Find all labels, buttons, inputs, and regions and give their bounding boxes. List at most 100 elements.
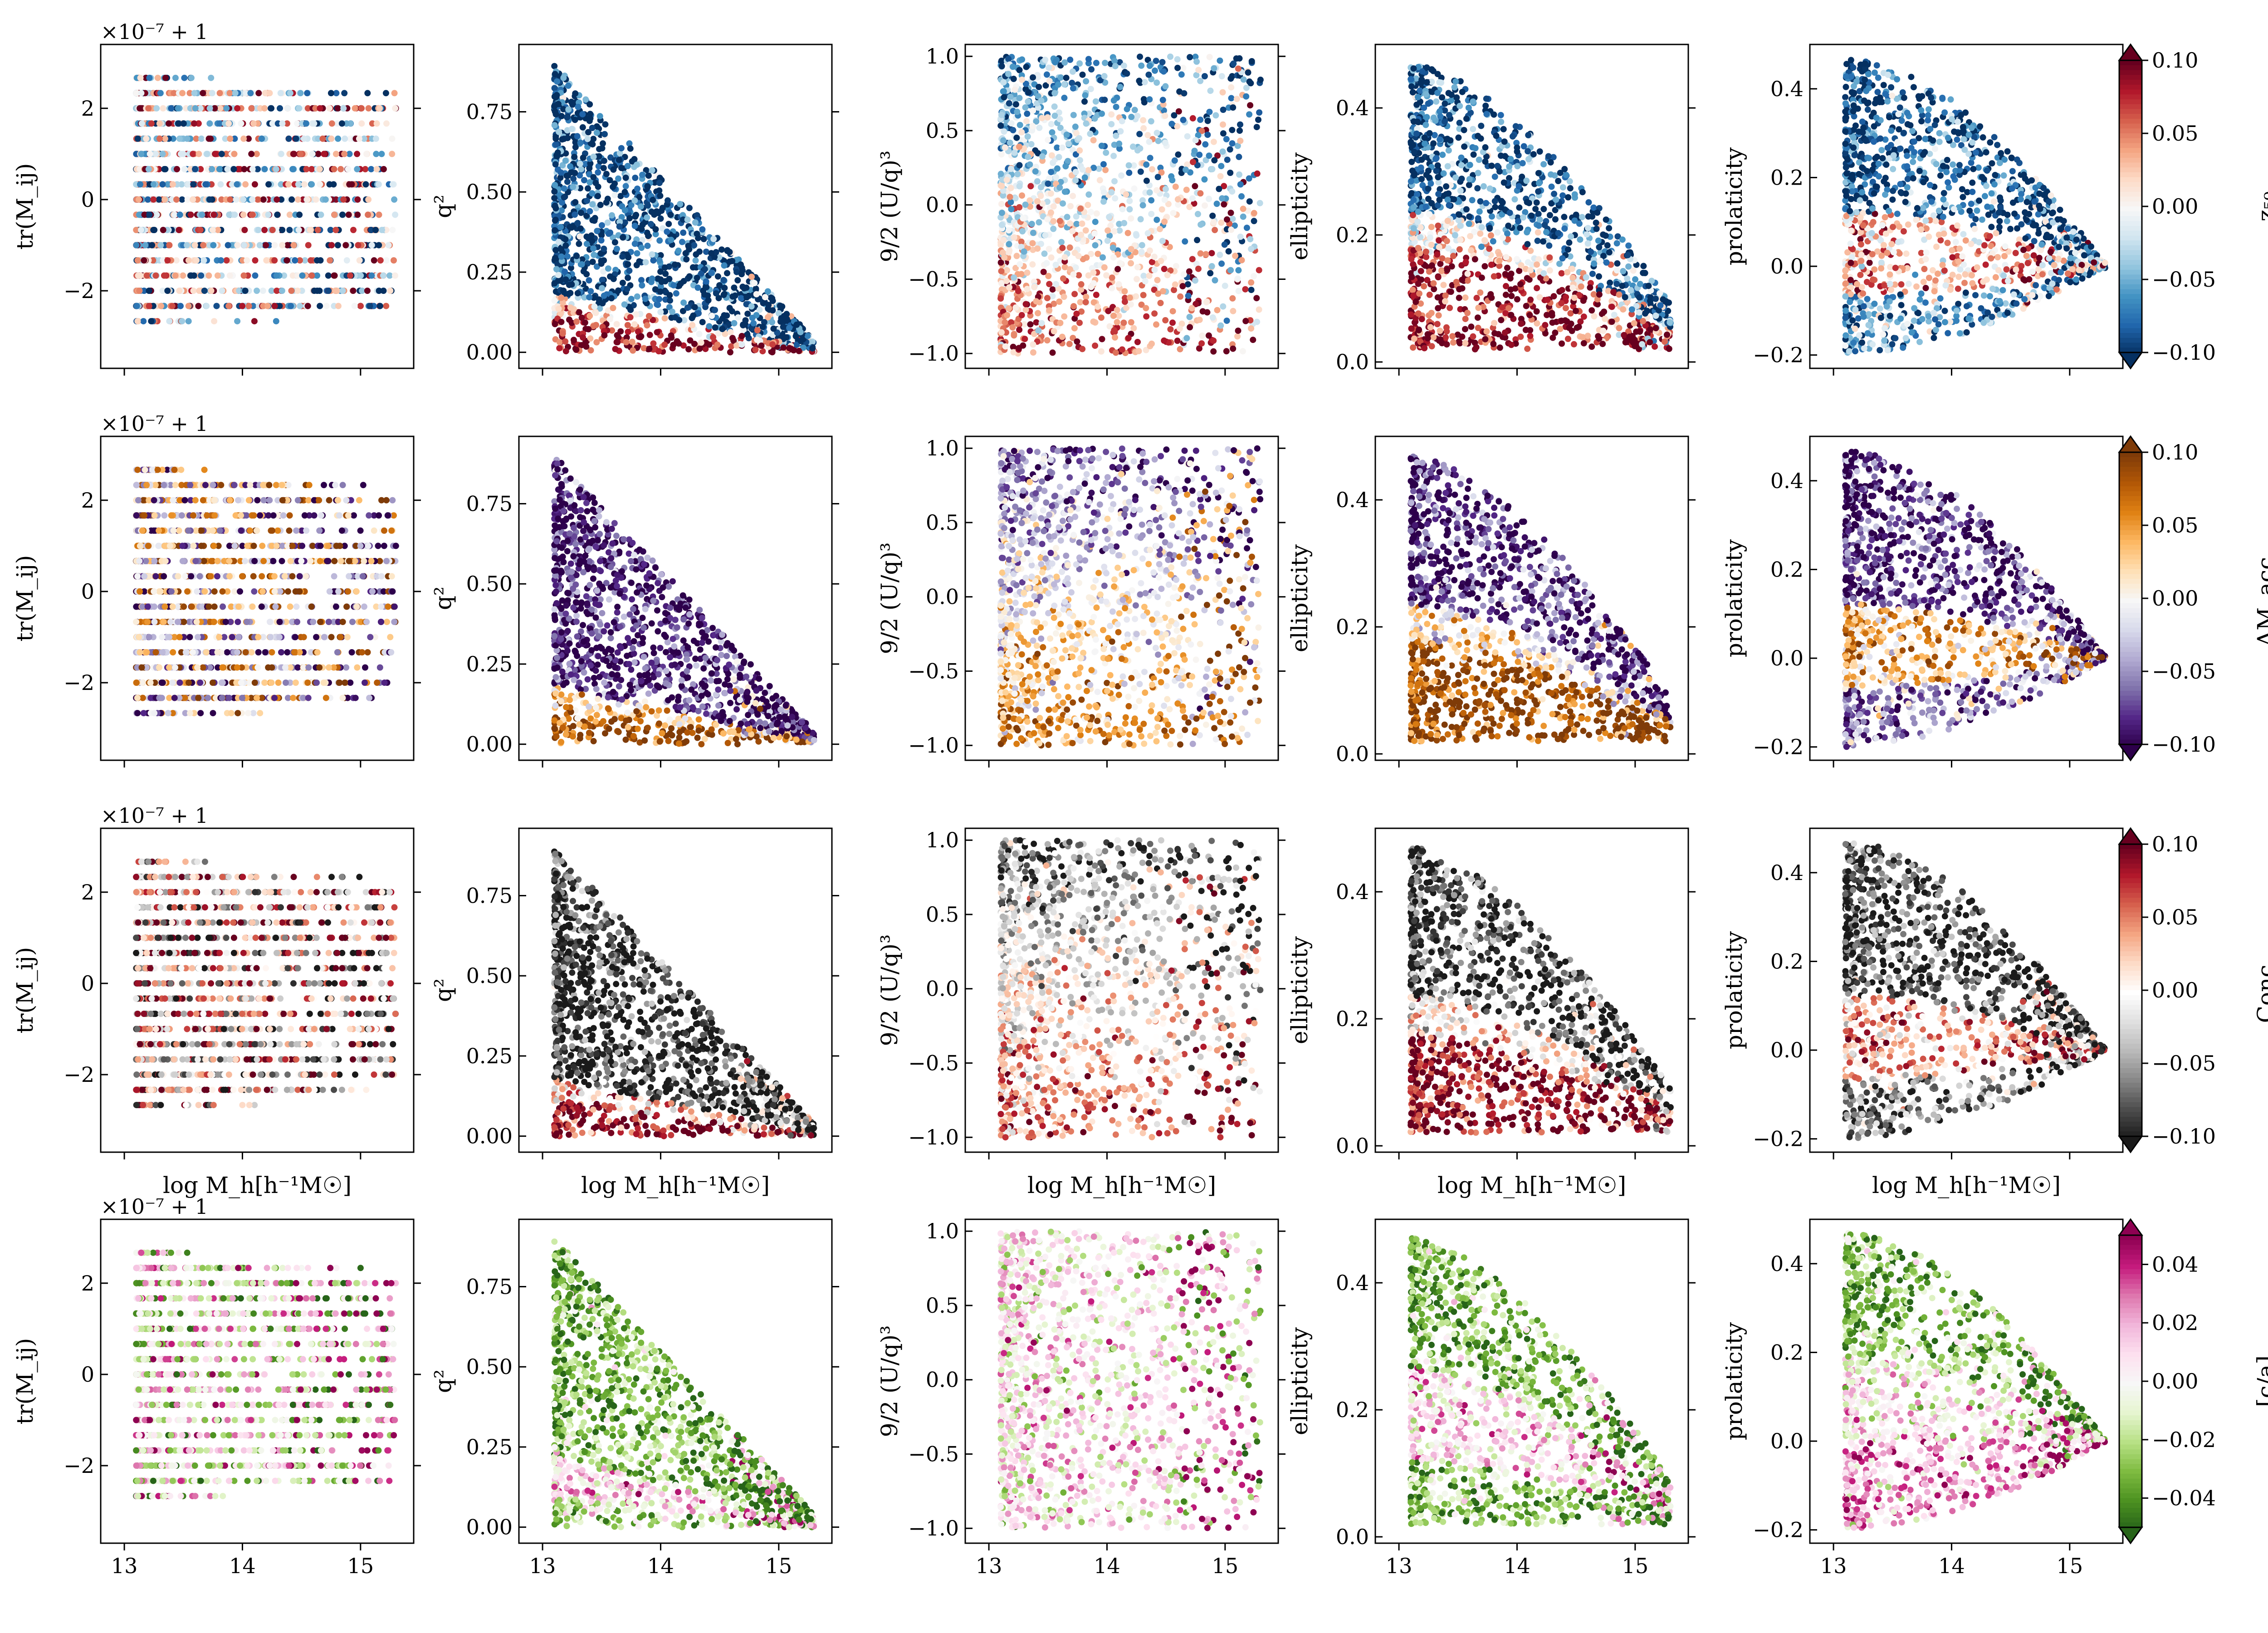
data-point	[1128, 246, 1134, 253]
data-point	[554, 149, 561, 156]
data-point	[1137, 145, 1144, 152]
data-point	[593, 129, 600, 136]
data-point	[161, 272, 167, 279]
data-point	[1230, 345, 1237, 352]
data-point	[1038, 320, 1045, 327]
data-point	[580, 334, 586, 341]
data-point	[248, 151, 255, 157]
data-point	[1248, 325, 1255, 332]
data-point	[1203, 298, 1210, 305]
data-point	[642, 259, 649, 266]
data-point	[1083, 120, 1090, 127]
data-point	[1170, 210, 1177, 216]
data-point	[1131, 185, 1138, 192]
data-point	[317, 105, 323, 112]
data-point	[997, 122, 1004, 129]
data-point	[179, 90, 186, 97]
data-point	[234, 105, 241, 112]
data-point	[627, 145, 634, 152]
data-point	[1182, 238, 1188, 245]
data-point	[1011, 149, 1018, 156]
data-point	[1188, 305, 1195, 312]
data-point	[1079, 71, 1086, 78]
data-point	[1092, 98, 1099, 105]
data-point	[624, 286, 631, 293]
data-point	[1070, 193, 1076, 200]
data-point	[1211, 65, 1217, 72]
data-point	[1174, 123, 1181, 130]
data-point	[1197, 190, 1204, 197]
data-point	[1052, 261, 1059, 268]
data-point	[586, 165, 593, 171]
data-point	[1124, 106, 1130, 112]
data-point	[731, 320, 738, 327]
data-point	[1548, 183, 1555, 190]
data-point	[231, 211, 238, 218]
data-point	[608, 212, 615, 219]
data-point	[180, 272, 186, 279]
data-point	[241, 166, 248, 172]
data-point	[249, 211, 255, 218]
data-point	[1045, 181, 1051, 187]
data-point	[1219, 89, 1226, 96]
data-point	[1223, 348, 1230, 355]
data-point	[1127, 301, 1134, 308]
data-point	[203, 303, 210, 309]
data-points	[997, 54, 1264, 357]
data-point	[1044, 114, 1051, 121]
data-point	[1212, 112, 1219, 119]
data-point	[1480, 183, 1487, 190]
data-point	[385, 242, 392, 249]
data-point	[667, 297, 673, 304]
data-point	[572, 211, 578, 218]
data-point	[179, 196, 186, 203]
data-point	[1578, 283, 1584, 290]
data-point	[612, 346, 619, 352]
data-point	[157, 242, 164, 249]
data-point	[589, 190, 596, 197]
data-point	[606, 177, 613, 184]
data-point	[1428, 224, 1435, 230]
data-point	[290, 151, 297, 157]
data-point	[1171, 157, 1178, 164]
data-point	[629, 338, 635, 345]
data-point	[1082, 227, 1089, 234]
y-axis-label: 9/2 (U/q)³	[876, 151, 903, 262]
data-point	[252, 272, 259, 279]
data-point	[298, 288, 305, 294]
data-point	[1027, 183, 1034, 190]
data-point	[631, 321, 638, 328]
data-point	[1030, 341, 1036, 348]
data-point	[622, 174, 629, 181]
data-point	[696, 345, 703, 352]
data-point	[1236, 153, 1242, 160]
data-point	[625, 274, 631, 281]
data-point	[1488, 213, 1495, 220]
data-point	[162, 74, 169, 81]
data-point	[301, 181, 308, 188]
data-point	[1144, 132, 1151, 138]
data-point	[1118, 172, 1125, 179]
data-point	[1030, 74, 1036, 81]
data-point	[1000, 79, 1007, 86]
data-point	[1034, 178, 1041, 185]
data-point	[1133, 232, 1140, 239]
data-point	[1162, 112, 1168, 119]
data-point	[379, 227, 386, 233]
data-point	[738, 261, 744, 268]
data-point	[294, 272, 301, 279]
data-point	[1048, 254, 1055, 261]
data-point	[1015, 288, 1022, 294]
data-point	[622, 183, 629, 190]
data-point	[709, 313, 715, 319]
data-point	[682, 250, 689, 257]
data-point	[391, 257, 397, 264]
data-point	[1024, 269, 1031, 276]
data-point	[631, 197, 638, 204]
data-point	[1171, 287, 1177, 293]
data-point	[147, 151, 153, 157]
data-point	[214, 272, 221, 279]
data-point	[633, 211, 640, 218]
data-point	[1218, 73, 1225, 79]
